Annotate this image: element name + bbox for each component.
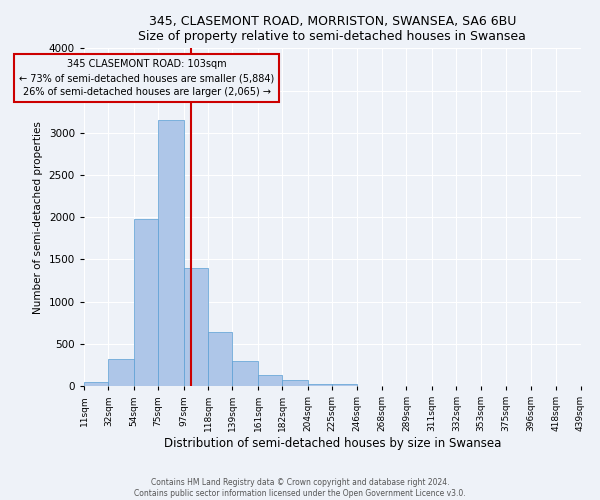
Y-axis label: Number of semi-detached properties: Number of semi-detached properties — [33, 120, 43, 314]
Bar — [208, 332, 232, 386]
Bar — [258, 375, 283, 386]
Bar — [283, 380, 308, 386]
Bar — [158, 120, 184, 386]
Bar — [84, 382, 109, 386]
Bar — [332, 384, 356, 386]
Bar — [232, 360, 258, 386]
Bar — [109, 359, 134, 386]
Bar — [184, 268, 208, 386]
Bar — [134, 219, 158, 386]
X-axis label: Distribution of semi-detached houses by size in Swansea: Distribution of semi-detached houses by … — [164, 437, 501, 450]
Title: 345, CLASEMONT ROAD, MORRISTON, SWANSEA, SA6 6BU
Size of property relative to se: 345, CLASEMONT ROAD, MORRISTON, SWANSEA,… — [138, 15, 526, 43]
Text: 345 CLASEMONT ROAD: 103sqm
← 73% of semi-detached houses are smaller (5,884)
26%: 345 CLASEMONT ROAD: 103sqm ← 73% of semi… — [19, 60, 274, 98]
Bar — [308, 384, 332, 386]
Text: Contains HM Land Registry data © Crown copyright and database right 2024.
Contai: Contains HM Land Registry data © Crown c… — [134, 478, 466, 498]
